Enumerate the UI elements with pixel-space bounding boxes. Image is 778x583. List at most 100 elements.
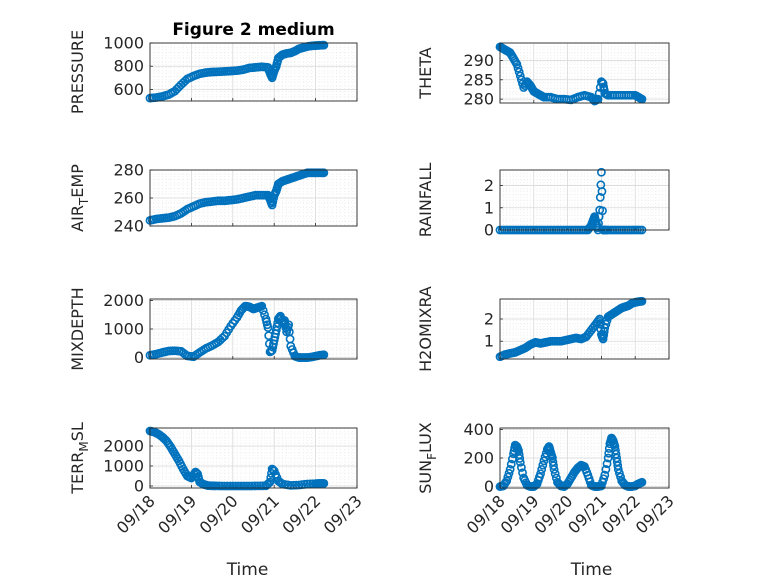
data-point [517, 463, 526, 472]
panel-pressure: 600 800 1000 PRESSURE Figure 2 medium [68, 20, 358, 114]
y-tick-label: 0 [484, 477, 494, 496]
axes-box [149, 427, 358, 489]
y-tick-label: 2000 [103, 437, 144, 456]
data-point [257, 301, 267, 311]
axes-box [499, 42, 670, 104]
data-point [253, 481, 263, 491]
data-point [264, 478, 274, 488]
panel-terr-msl: 010002000TERRMSL09/1809/1909/2009/2109/2… [68, 422, 366, 580]
data-point [595, 193, 605, 202]
y-tick-label: 280 [113, 161, 144, 180]
data-point [600, 470, 610, 480]
y-tick-label: 1000 [103, 457, 144, 476]
data-point [549, 465, 559, 474]
data-point [258, 306, 268, 315]
panel-air-temp: 240 260 280 AIRTEMP [68, 161, 358, 236]
x-tick-label: 09/20 [196, 491, 242, 537]
x-tick-label: 09/23 [632, 491, 678, 537]
x-tick-label: 09/23 [320, 491, 366, 537]
axes-box [149, 42, 358, 102]
data-point [242, 481, 251, 491]
axes-box [149, 169, 358, 227]
x-tick-label: 09/19 [154, 491, 200, 537]
data-point [597, 187, 607, 196]
data-point [319, 350, 329, 360]
panel-rainfall: 0 1 2 RAINFALL [416, 163, 670, 240]
y-tick-label: 1000 [103, 34, 144, 53]
x-tick-label: 09/21 [237, 491, 283, 537]
data-point [601, 465, 611, 474]
y-tick-label: 600 [113, 80, 144, 99]
data-point [515, 71, 525, 81]
data-point [514, 67, 524, 77]
data-point [228, 481, 238, 491]
data-point [536, 469, 545, 479]
data-point [247, 481, 257, 491]
data-point [549, 461, 558, 471]
data-point [504, 468, 514, 478]
y-tick-label: 280 [463, 90, 494, 109]
y-tick-label: 1 [484, 332, 494, 351]
data-point [506, 459, 516, 469]
data-point [615, 468, 624, 478]
y-tick-label: 200 [463, 449, 494, 468]
data-point [265, 477, 275, 487]
data-point [214, 481, 224, 491]
data-point [538, 460, 548, 470]
data-point [286, 480, 296, 490]
y-tick-label: 2 [484, 176, 494, 195]
y-tick-label: 0 [134, 477, 144, 496]
y-tick-label: 240 [113, 217, 144, 236]
data-point [551, 473, 561, 483]
y-tick-label: 0 [134, 348, 144, 367]
data-point [244, 481, 254, 491]
y-axis-label: MIXDEPTH [68, 287, 87, 370]
data-point [539, 456, 549, 466]
y-axis-label: SUNFLUX [416, 422, 439, 494]
x-tick-label: 09/18 [113, 491, 159, 537]
panel-mixdepth: 0 1000 2000 MIXDEPTH [68, 287, 358, 371]
data-point [239, 481, 249, 491]
data-point [537, 465, 547, 474]
data-point [233, 481, 243, 491]
y-tick-label: 400 [463, 420, 494, 439]
x-axis-label: Time [570, 560, 613, 580]
data-point [515, 454, 525, 463]
panel-h2omixra: 1 2 H2OMIXRA [416, 286, 670, 372]
data-point [602, 459, 612, 469]
y-tick-label: 2 [484, 310, 494, 329]
y-axis-label: H2OMIXRA [416, 286, 435, 372]
y-axis-label: THETA [416, 47, 435, 99]
x-axis-label: Time [226, 560, 269, 580]
data-point [512, 59, 522, 69]
y-tick-label: 260 [113, 189, 144, 208]
data-point [616, 472, 625, 482]
data-point [598, 206, 607, 216]
data-point [222, 481, 232, 491]
x-tick-label: 09/22 [278, 491, 324, 537]
y-axis-label: PRESSURE [68, 30, 87, 114]
y-tick-label: 2000 [103, 291, 144, 310]
data-point [225, 481, 235, 491]
data-point [503, 472, 513, 482]
y-tick-label: 285 [463, 70, 494, 89]
data-point [319, 168, 329, 178]
axes-box [499, 169, 670, 231]
y-tick-label: 800 [113, 57, 144, 76]
data-point [518, 468, 527, 478]
data-point [319, 40, 329, 50]
data-point [613, 465, 623, 474]
axes-box [149, 298, 358, 360]
data-point [505, 465, 515, 474]
y-tick-label: 1000 [103, 320, 144, 339]
data-point [231, 481, 240, 491]
data-point [220, 481, 229, 491]
y-axis-label: TERRMSL [68, 422, 91, 495]
y-tick-label: 1 [484, 198, 494, 217]
chart-title: Figure 2 medium [172, 20, 334, 40]
data-point [597, 167, 606, 177]
data-point [250, 481, 260, 491]
data-point [211, 481, 221, 491]
